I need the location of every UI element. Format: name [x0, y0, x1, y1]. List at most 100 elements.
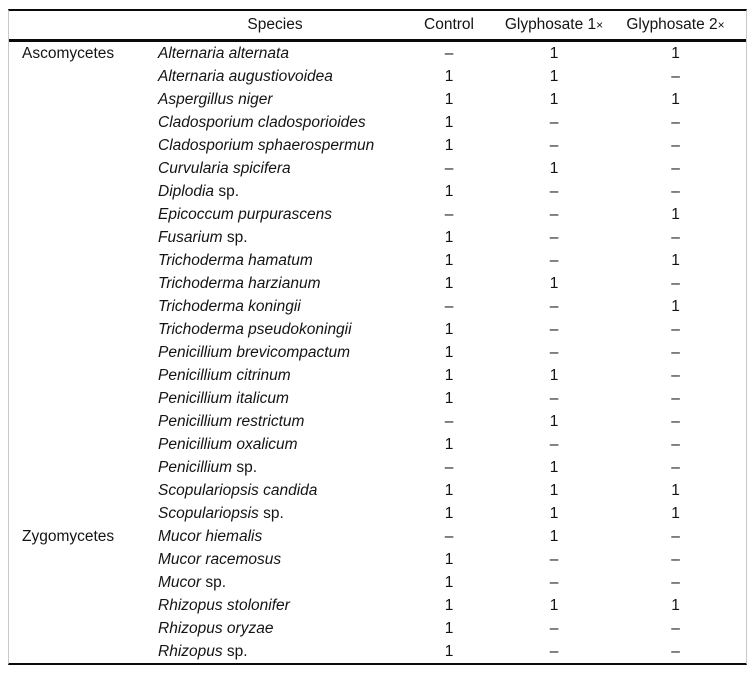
- glyphosate-2x-value-cell: 1: [671, 44, 680, 62]
- glyphosate-1x-value-cell: 1: [549, 412, 559, 430]
- species-name-roman: sp.: [258, 504, 284, 522]
- glyphosate-1x-value-cell: –: [549, 136, 559, 154]
- control-value-cell: –: [444, 412, 454, 430]
- species-name-italic: Cladosporium sphaerospermun: [158, 136, 375, 154]
- control-value-cell: 1: [444, 389, 454, 407]
- glyphosate-1x-value-cell: –: [549, 320, 559, 338]
- header-glyphosate-2x-label: Glyphosate 2: [626, 16, 718, 33]
- multiplication-sign: ×: [596, 18, 604, 32]
- species-name-roman: sp.: [222, 642, 248, 660]
- species-name-italic: Alternaria augustiovoidea: [158, 67, 333, 85]
- species-cell: Penicillium restrictum: [155, 413, 395, 431]
- glyphosate-1x-value-cell: –: [549, 228, 559, 246]
- table-row: Cladosporium sphaerospermun 1 – –: [9, 134, 746, 157]
- species-cell: Mucor racemosus: [155, 551, 395, 569]
- table-row: Diplodia sp. 1 – –: [9, 180, 746, 203]
- table-row: Trichoderma pseudokoningii 1 – –: [9, 318, 746, 341]
- glyphosate-2x-value-cell: 1: [671, 596, 680, 614]
- species-cell: Trichoderma pseudokoningii: [155, 321, 395, 339]
- species-cell: Trichoderma hamatum: [155, 252, 395, 270]
- control-value-cell: –: [444, 205, 454, 223]
- glyphosate-1x-value-cell: –: [549, 389, 559, 407]
- table-row: Rhizopus oryzae 1 – –: [9, 617, 746, 640]
- species-name-italic: Trichoderma hamatum: [158, 251, 313, 269]
- glyphosate-2x-value-cell: –: [671, 113, 680, 131]
- table-header-row: Species Control Glyphosate 1× Glyphosate…: [9, 11, 746, 42]
- table-row: Ascomycetes Alternaria alternata – 1 1: [9, 42, 746, 65]
- table-row: Cladosporium cladosporioides 1 – –: [9, 111, 746, 134]
- header-control: Control: [424, 16, 474, 33]
- glyphosate-1x-value-cell: 1: [549, 481, 559, 499]
- glyphosate-1x-value-cell: –: [549, 205, 559, 223]
- fungi-species-table: Species Control Glyphosate 1× Glyphosate…: [8, 9, 747, 665]
- species-cell: Penicillium citrinum: [155, 367, 395, 385]
- glyphosate-1x-value-cell: –: [549, 435, 559, 453]
- glyphosate-2x-value-cell: 1: [671, 481, 680, 499]
- header-glyphosate-1x: Glyphosate 1×: [503, 16, 605, 34]
- glyphosate-1x-value-cell: 1: [549, 366, 559, 384]
- glyphosate-2x-value-cell: –: [671, 274, 680, 292]
- glyphosate-1x-value-cell: –: [549, 343, 559, 361]
- table-row: Zygomycetes Mucor hiemalis – 1 –: [9, 525, 746, 548]
- species-cell: Trichoderma koningii: [155, 298, 395, 316]
- glyphosate-1x-value-cell: –: [549, 297, 559, 315]
- species-cell: Mucor sp.: [155, 574, 395, 592]
- control-value-cell: 1: [444, 642, 454, 660]
- table-row: Penicillium sp. – 1 –: [9, 456, 746, 479]
- species-cell: Rhizopus sp.: [155, 643, 395, 661]
- glyphosate-2x-value-cell: 1: [671, 90, 680, 108]
- glyphosate-2x-value-cell: –: [671, 389, 680, 407]
- species-name-italic: Penicillium restrictum: [158, 412, 305, 430]
- glyphosate-2x-value-cell: –: [671, 366, 680, 384]
- table-row: Mucor racemosus 1 – –: [9, 548, 746, 571]
- glyphosate-1x-value-cell: 1: [549, 67, 559, 85]
- control-value-cell: 1: [444, 573, 454, 591]
- glyphosate-2x-value-cell: –: [671, 228, 680, 246]
- species-cell: Curvularia spicifera: [155, 160, 395, 178]
- table-row: Rhizopus sp. 1 – –: [9, 640, 746, 663]
- glyphosate-2x-value-cell: –: [671, 412, 680, 430]
- species-name-italic: Diplodia: [158, 182, 215, 200]
- glyphosate-1x-value-cell: –: [549, 113, 559, 131]
- glyphosate-1x-value-cell: 1: [549, 504, 559, 522]
- species-name-italic: Rhizopus oryzae: [158, 619, 274, 637]
- glyphosate-1x-value-cell: –: [549, 550, 559, 568]
- table-row: Epicoccum purpurascens – – 1: [9, 203, 746, 226]
- species-cell: Epicoccum purpurascens: [155, 206, 395, 224]
- species-cell: Alternaria augustiovoidea: [155, 68, 395, 86]
- table-row: Scopulariopsis sp. 1 1 1: [9, 502, 746, 525]
- control-value-cell: 1: [444, 320, 454, 338]
- glyphosate-2x-value-cell: –: [671, 320, 680, 338]
- table-row: Trichoderma hamatum 1 – 1: [9, 249, 746, 272]
- glyphosate-2x-value-cell: –: [671, 67, 680, 85]
- table-row: Trichoderma koningii – – 1: [9, 295, 746, 318]
- glyphosate-2x-value-cell: –: [671, 159, 680, 177]
- species-cell: Penicillium italicum: [155, 390, 395, 408]
- glyphosate-2x-value-cell: –: [671, 619, 680, 637]
- species-cell: Scopulariopsis sp.: [155, 505, 395, 523]
- control-value-cell: 1: [444, 435, 454, 453]
- species-cell: Penicillium sp.: [155, 459, 395, 477]
- species-name-italic: Mucor racemosus: [158, 550, 282, 568]
- glyphosate-2x-value-cell: 1: [671, 251, 680, 269]
- species-name-italic: Epicoccum purpurascens: [158, 205, 333, 223]
- glyphosate-1x-value-cell: –: [549, 251, 559, 269]
- glyphosate-2x-value-cell: 1: [671, 297, 680, 315]
- glyphosate-1x-value-cell: 1: [549, 44, 559, 62]
- control-value-cell: 1: [444, 251, 454, 269]
- glyphosate-2x-value-cell: –: [671, 527, 680, 545]
- species-name-italic: Trichoderma harzianum: [158, 274, 321, 292]
- table-body: Ascomycetes Alternaria alternata – 1 1 A…: [9, 42, 746, 663]
- species-cell: Penicillium brevicompactum: [155, 344, 395, 362]
- species-name-italic: Aspergillus niger: [158, 90, 273, 108]
- glyphosate-2x-value-cell: –: [671, 182, 680, 200]
- species-name-italic: Curvularia spicifera: [158, 159, 291, 177]
- species-name-roman: sp.: [232, 458, 258, 476]
- glyphosate-1x-value-cell: 1: [549, 458, 559, 476]
- table-row: Curvularia spicifera – 1 –: [9, 157, 746, 180]
- glyphosate-1x-value-cell: –: [549, 642, 559, 660]
- species-name-italic: Penicillium brevicompactum: [158, 343, 351, 361]
- table-row: Penicillium citrinum 1 1 –: [9, 364, 746, 387]
- glyphosate-1x-value-cell: –: [549, 619, 559, 637]
